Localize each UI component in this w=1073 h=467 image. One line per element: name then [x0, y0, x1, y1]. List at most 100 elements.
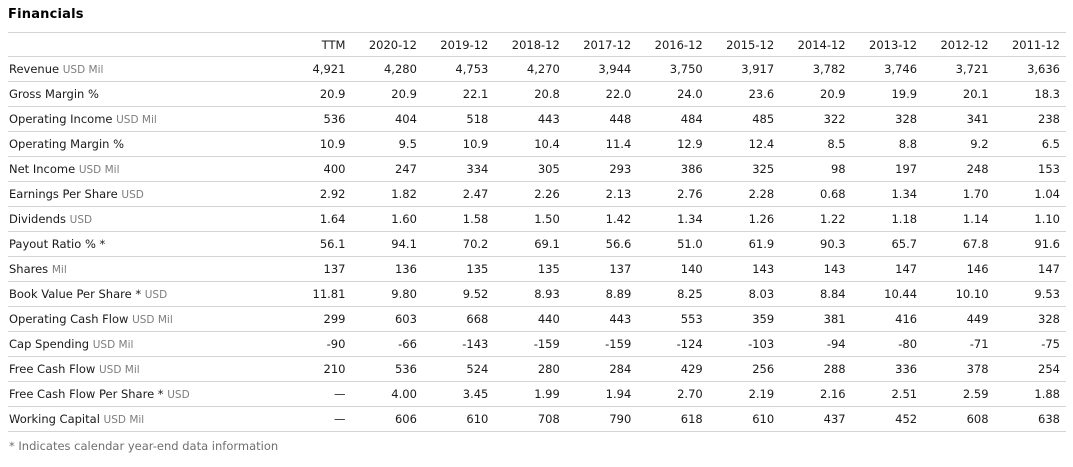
row-unit: USD [144, 289, 168, 301]
row-label: Gross Margin % [9, 87, 99, 101]
row-unit: USD Mil [62, 64, 104, 76]
cell-value: 143 [780, 256, 852, 282]
cell-value: 485 [708, 106, 781, 132]
cell-value: 336 [851, 356, 924, 382]
cell-value: 440 [494, 306, 566, 332]
cell-value: 2.26 [494, 181, 566, 207]
cell-value: 247 [351, 156, 423, 182]
row-unit: USD Mil [132, 314, 173, 326]
cell-value: 256 [708, 356, 781, 382]
column-header: 2014-12 [780, 32, 852, 57]
row-unit: USD Mil [92, 339, 134, 351]
cell-value: 98 [780, 156, 852, 182]
cell-value: 9.52 [422, 281, 495, 307]
cell-value: 1.26 [708, 206, 781, 232]
cell-value: 518 [422, 106, 495, 132]
cell-value: 90.3 [780, 231, 852, 257]
row-unit: USD Mil [78, 164, 120, 176]
row-label-cell: Net Income USD Mil [8, 156, 280, 182]
cell-value: 1.42 [565, 206, 638, 232]
cell-value: 20.9 [351, 81, 423, 107]
cell-value: 341 [923, 106, 995, 132]
cell-value: 8.5 [780, 131, 852, 157]
cell-value: 452 [851, 406, 924, 432]
row-label-cell: Gross Margin % [8, 81, 280, 107]
cell-value: 238 [994, 106, 1066, 132]
cell-value: 2.59 [923, 381, 995, 407]
cell-value: 404 [351, 106, 423, 132]
cell-value: 536 [351, 356, 423, 382]
table-header-row: TTM 2020-12 2019-12 2018-12 2017-12 2016-12 20… [8, 32, 1066, 57]
cell-value: 20.1 [923, 81, 995, 107]
row-label: Working Capital [9, 412, 100, 426]
cell-value: 1.58 [422, 206, 495, 232]
cell-value: 94.1 [351, 231, 423, 257]
cell-value: 3,917 [708, 56, 781, 82]
cell-value: 1.50 [494, 206, 566, 232]
cell-value: 603 [351, 306, 423, 332]
cell-value: 2.28 [708, 181, 781, 207]
cell-value: 56.1 [280, 231, 352, 257]
row-label-cell: Cap Spending USD Mil [8, 331, 280, 357]
row-label: Earnings Per Share [9, 187, 118, 201]
row-label: Operating Margin % [9, 137, 125, 151]
table-row: Operating Cash Flow USD Mil 299 603 668 440 4… [8, 306, 1066, 332]
cell-value: 20.9 [280, 81, 352, 107]
cell-value: 610 [422, 406, 495, 432]
row-label-cell: Dividends USD [8, 206, 280, 232]
row-unit: USD Mil [116, 114, 157, 126]
table-row: Net Income USD Mil 400 247 334 305 293 386 325 9… [8, 156, 1066, 182]
cell-value: -159 [494, 331, 566, 357]
row-unit: USD [167, 389, 190, 401]
table-row: Operating Income USD Mil 536 404 518 443 448 4… [8, 106, 1066, 132]
cell-value: 11.4 [565, 131, 638, 157]
cell-value: — [280, 406, 352, 432]
cell-value: 3,750 [637, 56, 709, 82]
row-unit: USD [69, 214, 93, 226]
cell-value: 1.60 [351, 206, 423, 232]
cell-value: 1.88 [994, 381, 1066, 407]
cell-value: 22.1 [422, 81, 495, 107]
cell-value: 3,782 [780, 56, 852, 82]
cell-value: 416 [851, 306, 924, 332]
cell-value: 1.04 [994, 181, 1066, 207]
row-label: Operating Cash Flow [9, 312, 129, 326]
cell-value: 4,921 [280, 56, 352, 82]
cell-value: 135 [494, 256, 566, 282]
cell-value: 378 [923, 356, 995, 382]
cell-value: 8.25 [637, 281, 709, 307]
cell-value: — [280, 381, 352, 407]
cell-value: 197 [851, 156, 924, 182]
cell-value: 708 [494, 406, 566, 432]
cell-value: 11.81 [280, 281, 352, 307]
cell-value: 9.5 [351, 131, 423, 157]
cell-value: -90 [280, 331, 352, 357]
row-label-cell: Book Value Per Share * USD [8, 281, 280, 307]
cell-value: 3,636 [994, 56, 1066, 82]
table-row: Free Cash Flow USD Mil 210 536 524 280 284 429… [8, 356, 1066, 382]
cell-value: 9.80 [351, 281, 423, 307]
row-label: Free Cash Flow [9, 362, 96, 376]
financials-table: TTM 2020-12 2019-12 2018-12 2017-12 2016-12 20… [8, 32, 1066, 432]
cell-value: -75 [994, 331, 1066, 357]
cell-value: 1.10 [994, 206, 1066, 232]
cell-value: 137 [280, 256, 352, 282]
cell-value: 56.6 [565, 231, 638, 257]
cell-value: 153 [994, 156, 1066, 182]
column-header: 2018-12 [494, 32, 566, 57]
cell-value: 437 [780, 406, 852, 432]
cell-value: 19.9 [851, 81, 924, 107]
cell-value: 2.70 [637, 381, 709, 407]
row-label: Free Cash Flow Per Share * [9, 387, 164, 401]
page-title: Financials [8, 7, 84, 22]
cell-value: 1.14 [923, 206, 995, 232]
cell-value: 146 [923, 256, 995, 282]
cell-value: 1.18 [851, 206, 924, 232]
cell-value: 328 [851, 106, 924, 132]
cell-value: 1.99 [494, 381, 566, 407]
cell-value: 8.84 [780, 281, 852, 307]
row-label-cell: Free Cash Flow USD Mil [8, 356, 280, 382]
table-row: Revenue USD Mil 4,921 4,280 4,753 4,270 3,944… [8, 56, 1066, 82]
table-row: Cap Spending USD Mil -90 -66 -143 -159 -159 -1… [8, 331, 1066, 357]
